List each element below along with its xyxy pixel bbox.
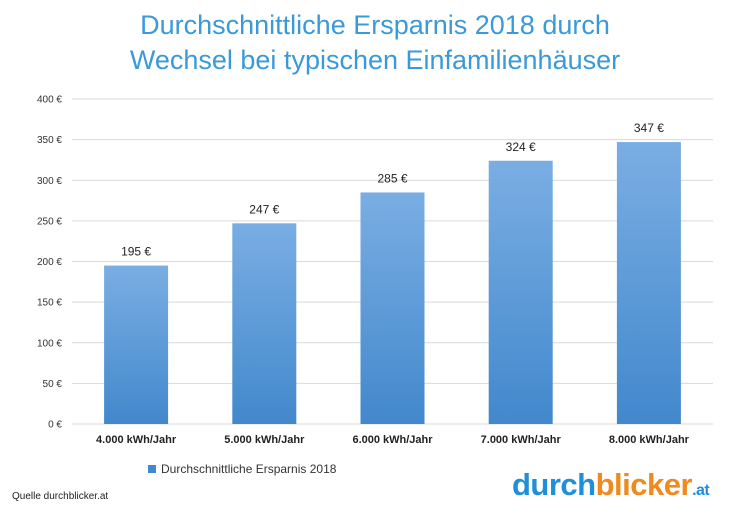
data-label: 285 €: [377, 171, 407, 185]
y-tick-label: 150 €: [37, 298, 62, 309]
y-tick-label: 250 €: [37, 216, 62, 227]
x-axis: 4.000 kWh/Jahr 5.000 kWh/Jahr 6.000 kWh/Ja…: [96, 434, 690, 446]
bar: [488, 160, 553, 424]
bars: 195 € 247 € 285 € 324 € 347 €: [104, 121, 681, 424]
y-tick-label: 200 €: [37, 257, 62, 268]
logo-part-2: blicker: [595, 467, 693, 502]
chart-title-line-1: Durchschnittliche Ersparnis 2018 durch: [140, 10, 610, 40]
durchblicker-logo: durchblicker.at: [512, 467, 710, 508]
data-label: 324 €: [506, 140, 536, 154]
y-tick-label: 300 €: [37, 176, 62, 187]
bar: [104, 265, 169, 424]
logo-part-1: durch: [512, 467, 596, 502]
legend: Durchschnittliche Ersparnis 2018: [148, 462, 336, 476]
x-tick-label: 6.000 kWh/Jahr: [352, 434, 433, 446]
y-tick-label: 350 €: [37, 135, 62, 146]
chart-title-line-2: Wechsel bei typischen Einfamilienhäuser: [129, 45, 621, 75]
data-label: 347 €: [634, 121, 664, 135]
x-tick-label: 5.000 kWh/Jahr: [224, 434, 305, 446]
y-tick-label: 100 €: [37, 338, 62, 349]
y-axis: 0 € 50 € 100 € 150 € 200 € 250 € 300 € 350 € 400…: [37, 95, 62, 431]
y-tick-label: 50 €: [43, 379, 63, 390]
y-tick-label: 0 €: [48, 420, 62, 431]
chart-title: Durchschnittliche Ersparnis 2018 durch W…: [0, 8, 750, 78]
y-tick-label: 400 €: [37, 95, 62, 106]
source-note: Quelle durchblicker.at: [12, 491, 109, 502]
logo-part-3: .at: [692, 482, 710, 499]
legend-label: Durchschnittliche Ersparnis 2018: [161, 462, 337, 476]
data-label: 195 €: [121, 245, 151, 259]
x-tick-label: 7.000 kWh/Jahr: [481, 434, 562, 446]
x-tick-label: 8.000 kWh/Jahr: [609, 434, 690, 446]
bar: [616, 142, 681, 424]
legend-swatch: [148, 465, 156, 473]
bar: [232, 223, 297, 424]
data-label: 247 €: [249, 202, 279, 216]
bar: [360, 192, 425, 424]
x-tick-label: 4.000 kWh/Jahr: [96, 434, 177, 446]
